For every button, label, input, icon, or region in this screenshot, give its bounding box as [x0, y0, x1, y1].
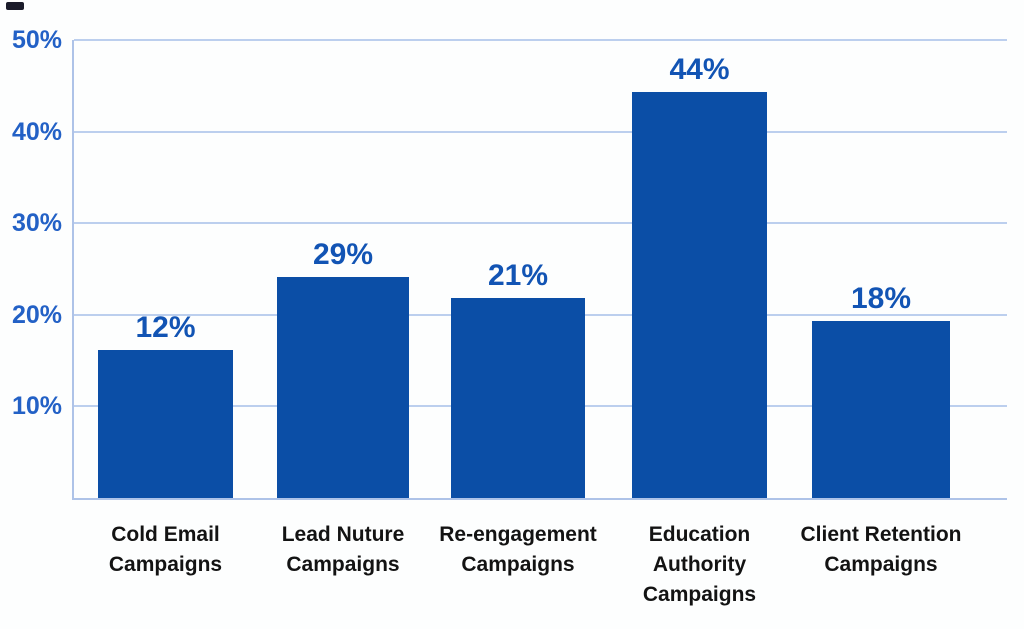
y-tick-label: 40%: [11, 117, 62, 146]
corner-artifact-mark: [6, 2, 24, 10]
x-axis-line: [72, 498, 1007, 500]
bar-value-label: 12%: [135, 310, 196, 344]
bar: [277, 277, 409, 498]
y-tick-label: 50%: [11, 26, 62, 54]
y-tick-label: 20%: [11, 300, 62, 329]
gridline: [74, 222, 1007, 225]
bar-value-label: 29%: [312, 238, 374, 272]
x-category-label: Education Authority Campaigns: [605, 520, 795, 610]
bar: [98, 349, 233, 498]
x-category-label-line: Campaigns: [824, 553, 938, 576]
x-category-label-line: Campaigns: [108, 553, 223, 576]
x-category-label: Client Retention Campaigns: [786, 520, 976, 580]
x-category-label: Re-engagement Campaigns: [423, 520, 613, 580]
bar-value-label: 21%: [487, 259, 549, 293]
plot-area: 12% 29% 21% 44% 18%: [72, 39, 1007, 500]
x-category-label-line: Re-engagement: [439, 523, 597, 546]
y-tick-label: 10%: [11, 392, 62, 421]
x-category-label-line: Campaigns: [642, 583, 757, 606]
x-category-label-line: Cold Email: [111, 523, 220, 546]
gridline: [74, 39, 1007, 41]
x-category-label-line: Education: [648, 523, 751, 546]
gridline: [74, 130, 1007, 133]
bar-value-label: 44%: [669, 53, 730, 87]
x-category-label-line: Authority: [652, 553, 747, 576]
bar: [812, 321, 950, 498]
bar-value-label: 18%: [850, 282, 912, 316]
bar: [451, 298, 585, 498]
x-category-label: Cold Email Campaigns: [71, 520, 261, 580]
bar: [632, 92, 767, 498]
x-category-label-line: Client Retention: [800, 523, 962, 546]
x-category-label-line: Campaigns: [461, 553, 575, 576]
y-axis-line: [72, 40, 74, 498]
x-category-label-line: Campaigns: [286, 553, 400, 576]
x-category-label: Lead Nuture Campaigns: [248, 520, 438, 580]
y-tick-label: 30%: [11, 209, 62, 238]
x-category-label-line: Lead Nuture: [281, 523, 405, 546]
